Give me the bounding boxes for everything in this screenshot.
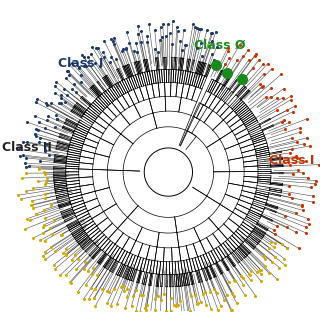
Text: Class Ø: Class Ø [194,39,245,52]
Text: Class I: Class I [269,154,315,166]
Text: Class II: Class II [2,141,52,155]
Text: Class I: Class I [58,57,103,70]
